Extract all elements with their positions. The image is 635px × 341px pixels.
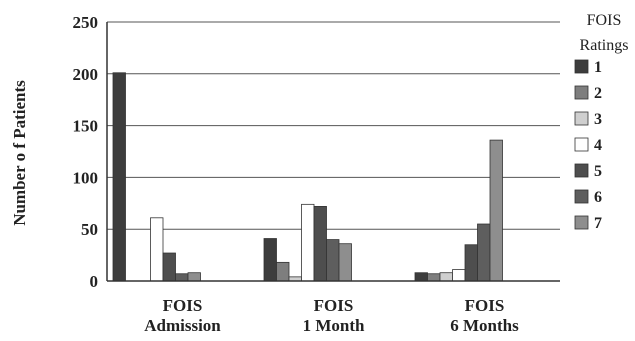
legend-label-2: 2	[594, 85, 602, 102]
y-tick-label: 100	[73, 168, 99, 187]
legend: FOIS Ratings 1 2 3 4 5 6 7	[574, 12, 629, 232]
legend-title: Ratings	[580, 37, 629, 54]
y-tick-labels: 0 50 100 150 200 250	[73, 13, 99, 291]
bar-series-6	[175, 273, 189, 282]
legend-swatch-6	[574, 189, 589, 204]
legend-label-5: 5	[594, 163, 602, 180]
y-tick-label: 0	[90, 272, 99, 291]
y-tick-label: 250	[73, 13, 99, 32]
y-tick-label: 50	[81, 220, 98, 239]
y-axis-title: Number o f Patients	[10, 80, 29, 226]
legend-swatch-4	[574, 137, 589, 152]
legend-label-4: 4	[594, 137, 602, 154]
category-label: FOIS	[465, 296, 505, 315]
bar-series-4	[452, 269, 466, 282]
category-label: FOIS	[314, 296, 354, 315]
category-label: 6 Months	[450, 316, 519, 335]
y-tick-label: 200	[73, 65, 99, 84]
y-tick-label: 150	[73, 117, 99, 136]
bar-series-6	[326, 239, 340, 282]
legend-swatch-3	[574, 111, 589, 126]
axes	[106, 22, 560, 282]
bar-series-1	[414, 272, 428, 282]
bar-series-5	[313, 206, 327, 282]
legend-swatch-5	[574, 163, 589, 178]
bar-series-7	[187, 272, 201, 282]
bar-series-1	[112, 72, 126, 282]
legend-swatch-1	[574, 59, 589, 74]
bar-series-5	[162, 252, 176, 282]
legend-label-6: 6	[594, 189, 602, 206]
bars	[112, 72, 503, 282]
legend-title: FOIS	[587, 12, 622, 29]
bar-series-2	[427, 273, 441, 282]
bar-series-6	[477, 223, 491, 282]
legend-swatch-7	[574, 215, 589, 230]
bar-series-4	[301, 203, 315, 282]
bar-series-3	[439, 272, 453, 282]
category-label: 1 Month	[303, 316, 365, 335]
bar-series-4	[150, 217, 164, 282]
legend-label-3: 3	[594, 111, 602, 128]
bar-series-7	[338, 243, 352, 282]
legend-label-7: 7	[594, 215, 602, 232]
category-label: Admission	[144, 316, 221, 335]
bar-series-5	[464, 244, 478, 282]
bar-series-1	[263, 238, 277, 282]
bar-series-2	[276, 261, 290, 282]
bar-series-7	[489, 139, 503, 282]
category-label: FOIS	[163, 296, 203, 315]
legend-label-1: 1	[594, 59, 602, 76]
legend-swatch-2	[574, 85, 589, 100]
